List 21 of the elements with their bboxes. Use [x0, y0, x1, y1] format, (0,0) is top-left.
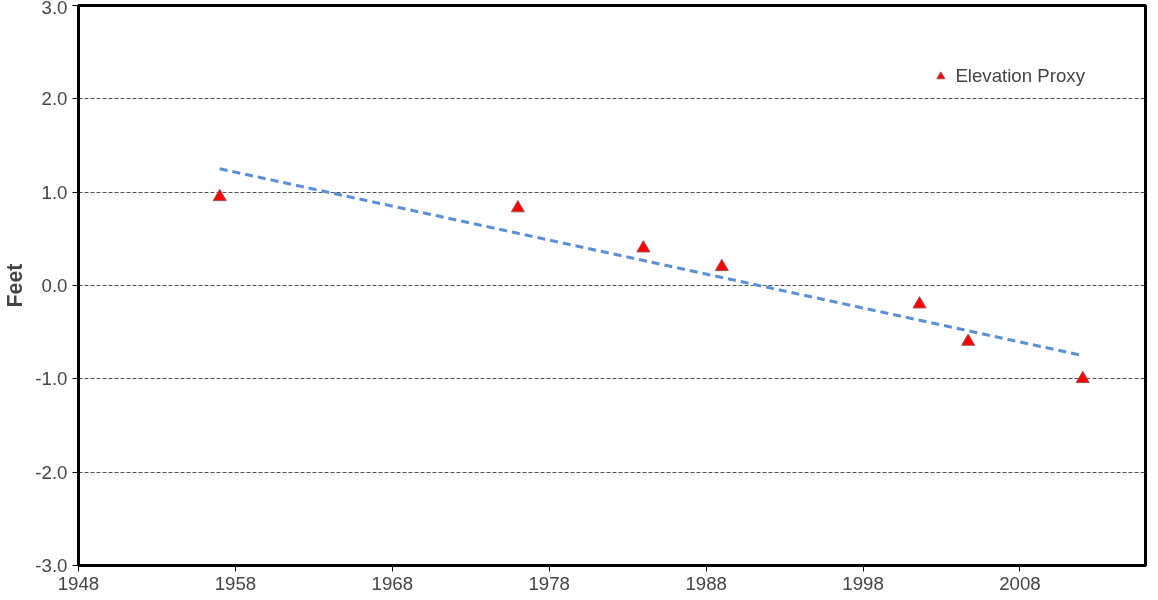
y-axis-title: Feet: [3, 263, 28, 308]
x-tick-label: 1958: [214, 572, 257, 594]
x-tick-label: 1978: [528, 572, 570, 594]
y-tick-label: -1.0: [35, 368, 68, 390]
point: [912, 296, 927, 309]
point: [636, 240, 651, 253]
x-tick-label: 1998: [842, 572, 884, 594]
y-tick-label: 2.0: [41, 88, 68, 110]
legend-label: Elevation Proxy: [955, 65, 1085, 87]
x-tick-label: 2008: [999, 572, 1041, 594]
y-tick-label: 3.0: [41, 0, 68, 18]
point: [1075, 370, 1090, 384]
point: [212, 188, 227, 202]
point: [714, 258, 729, 272]
point: [961, 333, 976, 346]
x-tick-label: 1968: [371, 572, 414, 594]
y-tick-label: -2.0: [35, 461, 68, 483]
x-tick-label: 1988: [685, 572, 727, 594]
y-tick-label: 1.0: [41, 181, 68, 203]
y-tick-label: 0.0: [41, 275, 68, 296]
point: [510, 200, 525, 213]
